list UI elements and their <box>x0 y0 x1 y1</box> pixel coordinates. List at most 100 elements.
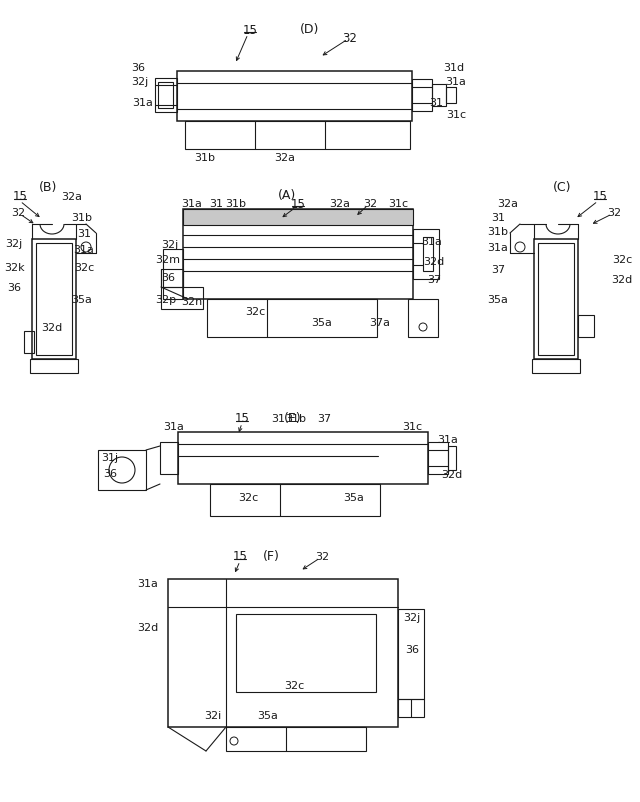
Text: 32j: 32j <box>161 240 179 249</box>
Bar <box>398 610 424 699</box>
Bar <box>413 229 439 280</box>
Text: 32j: 32j <box>131 77 148 87</box>
Bar <box>168 579 398 727</box>
Text: 35a: 35a <box>257 710 278 720</box>
Text: 31b: 31b <box>488 227 509 237</box>
Bar <box>161 288 203 310</box>
Bar <box>158 83 173 109</box>
Text: 32: 32 <box>607 208 621 217</box>
Bar <box>36 244 72 355</box>
Text: 31c: 31c <box>446 110 466 119</box>
Text: 15: 15 <box>243 23 257 36</box>
Text: 32m: 32m <box>156 255 180 265</box>
Bar <box>24 331 34 354</box>
Text: 31a: 31a <box>488 243 508 253</box>
Text: 37: 37 <box>427 274 441 285</box>
Text: (D): (D) <box>300 23 320 36</box>
Text: 32a: 32a <box>497 199 518 209</box>
Text: 31c: 31c <box>402 422 422 431</box>
Text: 31: 31 <box>77 229 91 239</box>
Text: 32: 32 <box>11 208 25 217</box>
Text: 15: 15 <box>291 197 305 210</box>
Bar <box>408 300 438 338</box>
Bar <box>398 699 424 717</box>
Text: 31a: 31a <box>164 422 184 431</box>
Text: 32j: 32j <box>5 239 22 249</box>
Text: 32n: 32n <box>181 297 203 306</box>
Text: 36: 36 <box>405 644 419 654</box>
Text: 37: 37 <box>491 265 505 274</box>
Text: 31j: 31j <box>101 452 118 463</box>
Text: 36: 36 <box>131 63 145 73</box>
Text: 31c: 31c <box>388 199 408 209</box>
Text: 31a: 31a <box>138 578 159 588</box>
Bar <box>183 210 413 225</box>
Text: 36: 36 <box>161 273 175 282</box>
Text: 31: 31 <box>491 213 505 223</box>
Bar <box>412 80 432 111</box>
Text: 37a: 37a <box>369 318 390 327</box>
Bar <box>161 269 183 288</box>
Text: 31b: 31b <box>225 199 246 209</box>
Text: 36: 36 <box>7 282 21 293</box>
Bar <box>207 300 377 338</box>
Bar <box>163 249 183 300</box>
Text: 31a: 31a <box>422 237 442 247</box>
Text: 15: 15 <box>593 190 607 203</box>
Bar <box>446 88 456 104</box>
Text: 37: 37 <box>317 414 331 423</box>
Bar <box>532 359 580 374</box>
Bar <box>210 484 380 516</box>
Bar <box>177 72 412 122</box>
Text: 32a: 32a <box>330 199 351 209</box>
Text: 35a: 35a <box>344 492 364 502</box>
Text: 32: 32 <box>342 31 357 44</box>
Text: 35a: 35a <box>72 294 92 305</box>
Bar <box>98 451 146 490</box>
Text: 15: 15 <box>13 190 28 203</box>
Text: 31b: 31b <box>285 414 307 423</box>
Text: 31a: 31a <box>438 435 458 444</box>
Text: 32k: 32k <box>4 263 24 273</box>
Bar <box>236 614 376 692</box>
Text: (A): (A) <box>278 189 296 202</box>
Text: 32i: 32i <box>204 710 221 720</box>
Bar <box>423 237 433 272</box>
Text: 15: 15 <box>232 550 248 563</box>
Bar <box>448 447 456 471</box>
Text: 32a: 32a <box>275 153 296 163</box>
Text: 32a: 32a <box>61 192 83 202</box>
Bar <box>155 79 177 113</box>
Text: 35a: 35a <box>488 294 508 305</box>
Text: 15: 15 <box>235 412 250 425</box>
Text: 31: 31 <box>271 414 285 423</box>
Text: 31d: 31d <box>444 63 465 73</box>
Bar <box>432 85 446 107</box>
Text: 31a: 31a <box>445 77 467 87</box>
Bar <box>160 443 178 475</box>
Text: (C): (C) <box>553 181 572 194</box>
Text: (B): (B) <box>39 181 57 194</box>
Text: 32p: 32p <box>156 294 177 305</box>
Text: 32c: 32c <box>245 306 265 317</box>
Text: (E): (E) <box>284 412 302 425</box>
Text: 32d: 32d <box>138 622 159 632</box>
Text: 36: 36 <box>103 468 117 479</box>
Text: 31b: 31b <box>72 213 93 223</box>
Text: 32d: 32d <box>611 274 632 285</box>
Text: 32: 32 <box>315 551 329 561</box>
Bar <box>226 727 366 751</box>
Text: 31a: 31a <box>74 245 95 255</box>
Text: 32c: 32c <box>284 680 304 691</box>
Bar <box>534 240 578 359</box>
Text: 32: 32 <box>363 199 377 209</box>
Bar <box>178 432 428 484</box>
Text: 31a: 31a <box>182 199 202 209</box>
Text: (F): (F) <box>262 550 280 563</box>
Text: 32c: 32c <box>612 255 632 265</box>
Bar <box>185 122 410 150</box>
Text: 32d: 32d <box>424 257 445 267</box>
Text: 31b: 31b <box>195 153 216 163</box>
Text: 32c: 32c <box>74 263 94 273</box>
Text: 31: 31 <box>209 199 223 209</box>
